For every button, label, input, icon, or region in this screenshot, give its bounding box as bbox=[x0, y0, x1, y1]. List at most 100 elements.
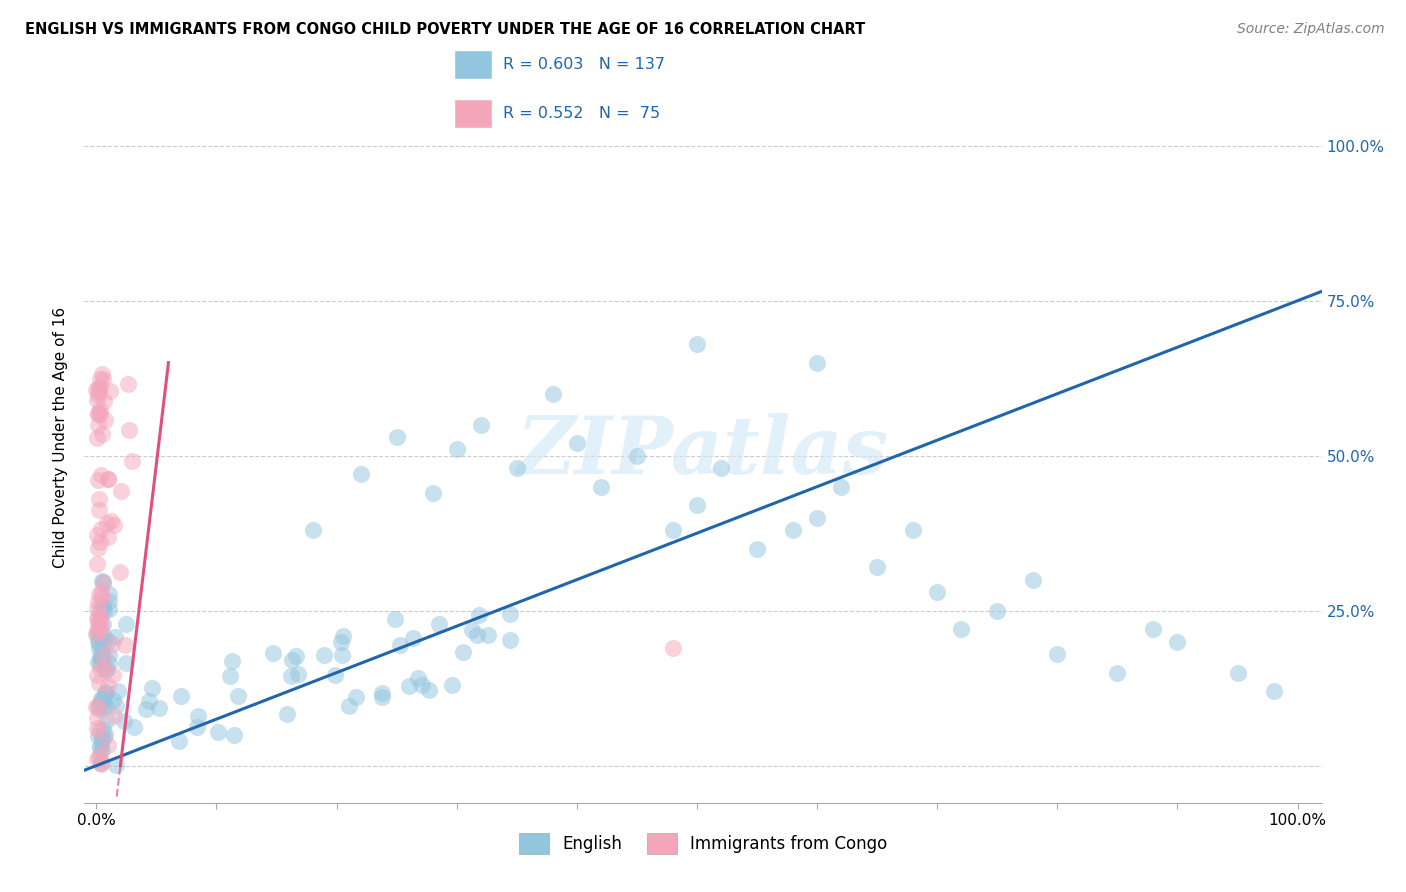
Point bbox=[371, 690, 394, 704]
Point bbox=[350, 467, 373, 482]
Point bbox=[371, 685, 394, 699]
Point bbox=[122, 720, 145, 734]
Point bbox=[103, 692, 125, 706]
Point bbox=[90, 692, 112, 706]
Point bbox=[97, 602, 120, 616]
Point bbox=[87, 618, 110, 632]
Point bbox=[87, 729, 110, 743]
Point bbox=[90, 756, 112, 770]
Point bbox=[104, 698, 127, 713]
Point bbox=[280, 669, 302, 683]
Point bbox=[90, 651, 112, 665]
Point bbox=[87, 724, 110, 739]
Point bbox=[87, 698, 110, 713]
Point bbox=[626, 449, 648, 463]
Point bbox=[90, 756, 112, 770]
Point bbox=[344, 690, 367, 704]
Point bbox=[337, 698, 360, 713]
Point bbox=[422, 486, 444, 500]
Point bbox=[332, 629, 354, 643]
Point bbox=[86, 700, 108, 714]
Point bbox=[112, 714, 135, 728]
Point bbox=[90, 743, 112, 757]
Text: R = 0.603   N = 137: R = 0.603 N = 137 bbox=[503, 57, 665, 72]
Point bbox=[170, 689, 193, 703]
Point bbox=[89, 372, 111, 386]
Point bbox=[86, 601, 108, 615]
Point bbox=[90, 648, 112, 663]
Point bbox=[411, 678, 433, 692]
Point bbox=[90, 427, 112, 442]
Legend: English, Immigrants from Congo: English, Immigrants from Congo bbox=[512, 827, 894, 860]
Point bbox=[98, 648, 121, 662]
Point bbox=[87, 492, 110, 507]
Point bbox=[830, 480, 852, 494]
Point bbox=[418, 682, 440, 697]
Point bbox=[89, 702, 111, 716]
Point bbox=[141, 681, 163, 696]
Point bbox=[93, 604, 115, 618]
Point bbox=[94, 413, 117, 427]
Point bbox=[1107, 665, 1129, 680]
Point bbox=[87, 388, 110, 402]
Point bbox=[138, 694, 160, 708]
Point bbox=[89, 696, 111, 710]
Point bbox=[100, 514, 122, 528]
Point bbox=[93, 629, 115, 643]
Point bbox=[96, 473, 118, 487]
Point bbox=[287, 667, 309, 681]
Point bbox=[91, 695, 114, 709]
Point bbox=[402, 631, 425, 645]
Point bbox=[186, 720, 208, 734]
Point bbox=[90, 574, 112, 588]
Point bbox=[94, 684, 117, 698]
Point bbox=[301, 523, 323, 537]
Point bbox=[89, 661, 111, 675]
Point bbox=[86, 627, 108, 641]
Point bbox=[86, 612, 108, 626]
Point bbox=[385, 430, 408, 444]
Point bbox=[86, 667, 108, 681]
Point bbox=[388, 638, 411, 652]
Point bbox=[89, 403, 111, 417]
Point bbox=[86, 711, 108, 725]
Point bbox=[90, 692, 112, 706]
Point bbox=[87, 381, 110, 395]
Point bbox=[686, 498, 709, 512]
Point bbox=[97, 586, 120, 600]
Point bbox=[89, 747, 111, 762]
Point bbox=[97, 530, 120, 544]
Point bbox=[710, 461, 733, 475]
Point bbox=[662, 640, 685, 655]
Point bbox=[86, 557, 108, 571]
Point bbox=[97, 594, 120, 608]
Point bbox=[103, 708, 125, 723]
Point bbox=[506, 461, 529, 475]
Point bbox=[90, 522, 112, 536]
Point bbox=[91, 601, 114, 615]
Point bbox=[94, 727, 117, 741]
Point bbox=[89, 602, 111, 616]
Point bbox=[93, 730, 115, 744]
Point bbox=[115, 656, 138, 670]
Point bbox=[90, 617, 112, 632]
Point bbox=[398, 679, 420, 693]
Point bbox=[427, 616, 450, 631]
Point bbox=[114, 639, 136, 653]
Point bbox=[330, 648, 353, 662]
Point bbox=[103, 518, 125, 533]
Point bbox=[89, 649, 111, 664]
Point bbox=[470, 417, 492, 432]
FancyBboxPatch shape bbox=[454, 50, 492, 78]
Point bbox=[96, 662, 118, 676]
Point bbox=[477, 627, 499, 641]
Point bbox=[226, 690, 249, 704]
Point bbox=[94, 699, 117, 714]
Point bbox=[330, 635, 353, 649]
Point bbox=[90, 608, 112, 623]
Point bbox=[441, 677, 464, 691]
Point bbox=[94, 687, 117, 701]
Point bbox=[589, 480, 612, 494]
Point bbox=[467, 608, 489, 623]
Point bbox=[167, 733, 190, 747]
